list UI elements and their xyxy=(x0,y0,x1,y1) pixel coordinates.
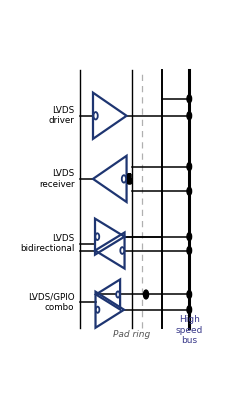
Circle shape xyxy=(186,162,191,170)
Circle shape xyxy=(121,175,126,182)
Circle shape xyxy=(186,187,191,195)
Circle shape xyxy=(186,246,191,254)
Circle shape xyxy=(143,290,148,299)
Circle shape xyxy=(93,112,97,120)
Text: Pad ring: Pad ring xyxy=(113,330,150,339)
Circle shape xyxy=(120,247,124,254)
Text: LVDS
receiver: LVDS receiver xyxy=(39,169,74,189)
Text: High
speed
bus: High speed bus xyxy=(175,316,202,345)
Circle shape xyxy=(186,306,191,314)
Circle shape xyxy=(95,307,99,313)
Circle shape xyxy=(186,233,191,241)
Circle shape xyxy=(186,95,191,103)
Text: LVDS/GPIO
combo: LVDS/GPIO combo xyxy=(28,292,74,312)
Circle shape xyxy=(186,290,191,298)
Circle shape xyxy=(116,291,119,298)
Circle shape xyxy=(186,112,191,120)
Text: LVDS
driver: LVDS driver xyxy=(48,106,74,126)
Text: LVDS
bidirectional: LVDS bidirectional xyxy=(20,234,74,253)
Circle shape xyxy=(95,233,99,240)
